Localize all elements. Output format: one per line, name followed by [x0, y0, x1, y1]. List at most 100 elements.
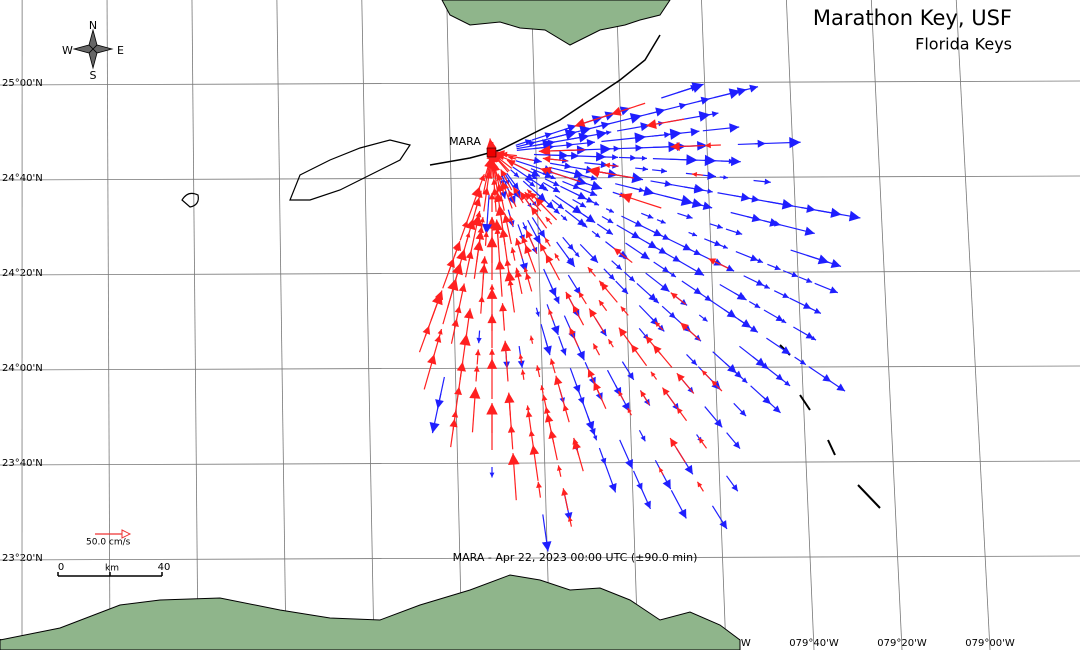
vector-head	[733, 441, 741, 449]
vector-head	[629, 112, 642, 124]
vector-head	[458, 283, 467, 293]
vector-head	[662, 266, 670, 273]
vector-head	[660, 219, 666, 224]
vector-head	[587, 166, 600, 178]
vector-head	[529, 444, 540, 455]
vector-head	[508, 190, 514, 198]
vector-head	[772, 405, 781, 413]
vector-head	[593, 381, 602, 392]
longitude-line	[701, 0, 727, 650]
vector-head	[621, 287, 628, 294]
vector-head	[693, 183, 705, 194]
vector-head	[486, 402, 498, 415]
vector-head	[707, 188, 713, 194]
vector-head	[494, 192, 504, 203]
vector-head	[427, 354, 437, 365]
vector-head	[627, 372, 634, 380]
vector-head	[740, 294, 747, 300]
vector-head	[578, 291, 585, 298]
vector-head	[741, 377, 748, 383]
vector-head	[525, 272, 532, 280]
vector-head	[469, 387, 481, 399]
vector-head	[646, 119, 657, 129]
scale-vector-head	[121, 529, 132, 539]
vector-head	[740, 192, 751, 202]
vector-head	[628, 275, 635, 282]
vector-head	[479, 217, 485, 223]
vector-head	[554, 253, 560, 259]
vector-head	[489, 472, 495, 478]
vector-head	[535, 365, 541, 371]
radial-vectors	[418, 82, 861, 552]
vector-head	[489, 284, 495, 290]
vector-head	[446, 258, 455, 268]
vector-head	[499, 228, 509, 238]
vector-head	[525, 410, 533, 418]
distance-end: 40	[158, 562, 171, 573]
vector-head	[613, 248, 622, 256]
vector-head	[600, 282, 609, 291]
vector-head	[454, 386, 462, 396]
vector-head	[631, 344, 639, 353]
vector-head	[567, 516, 573, 522]
vector-head	[594, 232, 601, 238]
latitude-line	[0, 270, 1080, 276]
vector-head	[680, 194, 694, 206]
vector-head	[538, 145, 551, 157]
vector-head	[848, 210, 861, 222]
vector-head	[544, 237, 550, 244]
longitude-label: 079°00'W	[965, 638, 1015, 649]
vector-head	[810, 335, 817, 341]
vector-head	[608, 483, 617, 493]
vector-head	[544, 406, 551, 414]
latitude-line	[0, 365, 1080, 371]
vector-head	[544, 413, 554, 423]
vector-head	[704, 294, 712, 302]
vector-head	[451, 318, 459, 327]
vector-head	[588, 216, 594, 222]
vector-head	[645, 336, 654, 345]
vector-head	[518, 354, 524, 359]
vector-head	[698, 437, 705, 444]
vector-head	[700, 142, 708, 150]
land-cuba	[0, 574, 741, 650]
vector-head	[595, 151, 606, 162]
vector-head	[569, 327, 576, 336]
vector-head	[650, 371, 656, 377]
vector-head	[690, 127, 700, 137]
vector-head	[435, 399, 444, 409]
vector-head	[452, 241, 462, 252]
vector-head	[451, 262, 463, 276]
vector-head	[521, 236, 528, 244]
latitude-line	[0, 555, 1080, 561]
vector-head	[670, 292, 678, 300]
vector-head	[653, 297, 659, 304]
vector-head	[479, 174, 486, 182]
vector-head	[496, 183, 505, 193]
vector-head	[434, 335, 442, 343]
vector-head	[574, 252, 580, 258]
vector-head	[524, 192, 533, 201]
vector-head	[782, 292, 789, 298]
vector-head	[729, 123, 740, 133]
vector-head	[541, 541, 552, 552]
vector-head	[643, 186, 655, 197]
compass-east: E	[117, 44, 124, 57]
distance-start: 0	[58, 562, 64, 573]
vector-head	[489, 348, 495, 355]
vector-head	[529, 181, 535, 187]
vector-head	[550, 174, 556, 180]
vector-head	[640, 251, 650, 260]
vector-head	[486, 358, 498, 369]
vector-head	[473, 240, 484, 251]
station-marker	[486, 147, 497, 158]
vector-head	[475, 230, 485, 240]
vector-head	[618, 390, 623, 397]
vector-head	[711, 111, 719, 118]
vector-head	[678, 508, 687, 519]
vector-head	[495, 259, 505, 270]
vector-head	[613, 145, 620, 152]
vector-head	[482, 223, 493, 235]
vector-head	[578, 132, 590, 143]
